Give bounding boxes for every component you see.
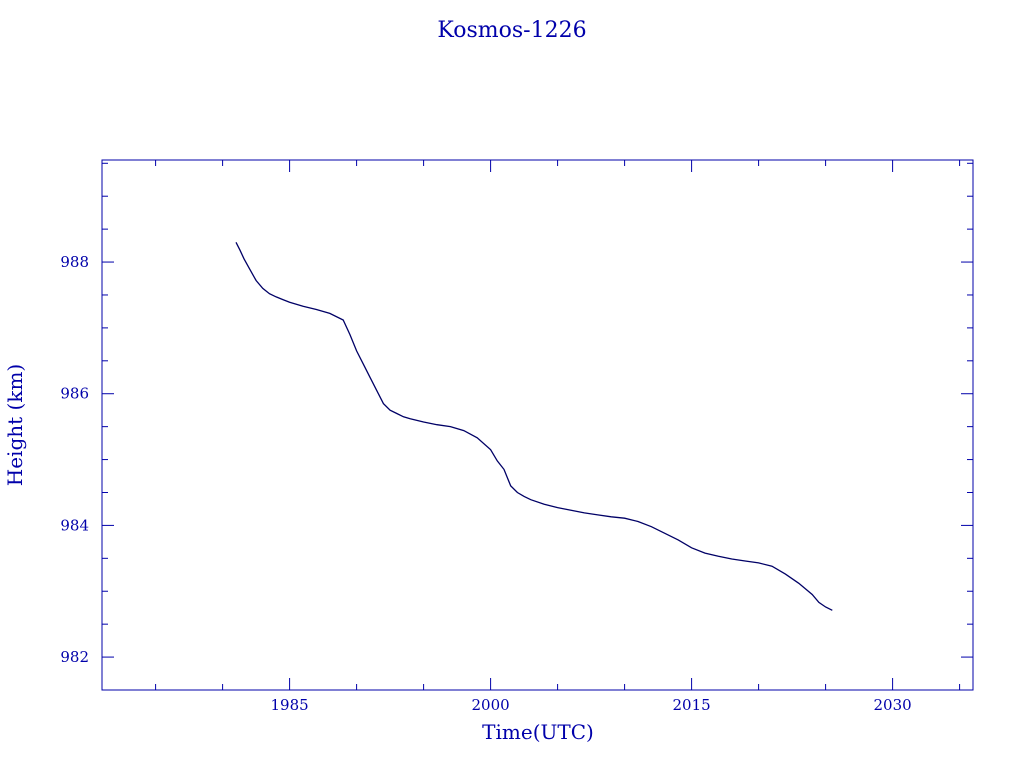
plot-frame: [101, 159, 974, 691]
x-tick-label: 2015: [673, 696, 711, 714]
tick-labels: 1985 2000 2015 2030 982 984 986 988: [60, 253, 911, 714]
x-axis-label: Time(UTC): [482, 720, 594, 744]
x-tick-label: 1985: [271, 696, 309, 714]
x-tick-label: 2000: [472, 696, 510, 714]
y-tick-label: 984: [60, 516, 89, 534]
series-line: [235, 242, 833, 611]
y-tick-label: 986: [60, 385, 89, 403]
y-tick-label: 988: [60, 253, 89, 271]
ticks: [102, 160, 973, 691]
chart-title: Kosmos-1226: [437, 18, 586, 43]
y-axis-label: Height (km): [3, 364, 27, 486]
x-tick-label: 2030: [874, 696, 912, 714]
y-tick-label: 982: [60, 648, 89, 666]
